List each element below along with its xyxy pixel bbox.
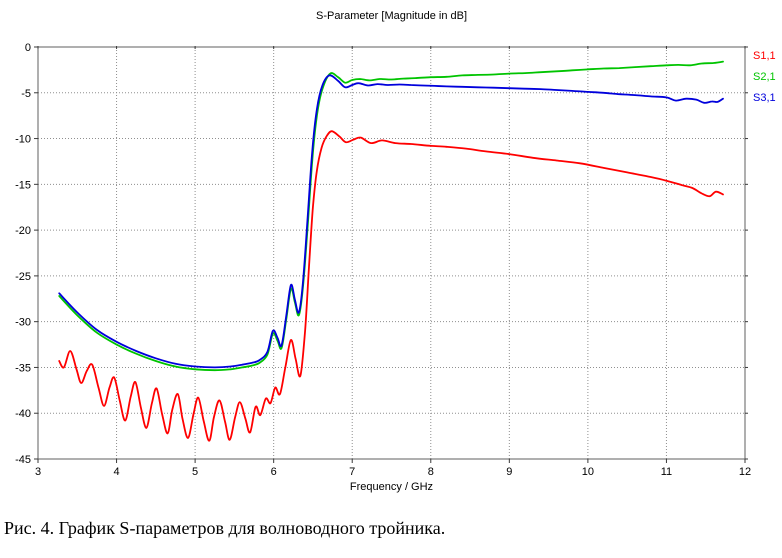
grid-lines [38, 47, 745, 459]
s-parameter-chart: 3 4 5 6 7 8 9 10 11 12 0 -5 -10 -15 -20 -25 -30 -35 -40 -45 [15, 42, 751, 478]
chart-title: S-Parameter [Magnitude in dB] [315, 10, 468, 22]
y-tick-label: -10 [15, 134, 31, 146]
x-tick-label: 8 [428, 466, 434, 478]
y-tick-label: -45 [15, 454, 31, 466]
curve-s1-1 [58, 130, 724, 442]
curve-s2-1 [58, 60, 724, 372]
plot-frame [37, 46, 746, 460]
x-tick-label: 9 [506, 466, 512, 478]
x-tick-label: 7 [349, 466, 355, 478]
x-tick-label: 10 [582, 466, 594, 478]
y-tick-label: -15 [15, 179, 31, 191]
figure-caption: Рис. 4. График S-параметров для волновод… [4, 518, 446, 538]
x-tick-label: 12 [739, 466, 751, 478]
y-tick-label: -20 [15, 225, 31, 237]
chart-legend: S1,1 S2,1 S3,1 [753, 50, 776, 104]
legend-s31: S3,1 [753, 92, 776, 104]
legend-s21: S2,1 [753, 71, 776, 83]
x-tick-label: 11 [661, 466, 672, 478]
y-tick-label: -30 [15, 317, 31, 329]
x-tick-label: 3 [35, 466, 41, 478]
y-tick-label: -40 [15, 408, 31, 420]
axis-ticks [34, 46, 748, 463]
axis-tick-labels: 3 4 5 6 7 8 9 10 11 12 0 -5 -10 -15 -20 -25 -30 -35 -40 -45 [15, 42, 751, 478]
x-tick-label: 6 [271, 466, 277, 478]
y-tick-label: -25 [15, 271, 31, 283]
legend-s11: S1,1 [753, 50, 776, 62]
y-tick-label: -5 [21, 88, 31, 100]
curve-s3-1 [58, 74, 724, 369]
y-tick-label: -35 [15, 362, 31, 374]
x-tick-label: 5 [192, 466, 198, 478]
y-tick-label: 0 [25, 42, 31, 54]
x-axis-label: Frequency / GHz [349, 481, 434, 493]
x-tick-label: 4 [113, 466, 119, 478]
